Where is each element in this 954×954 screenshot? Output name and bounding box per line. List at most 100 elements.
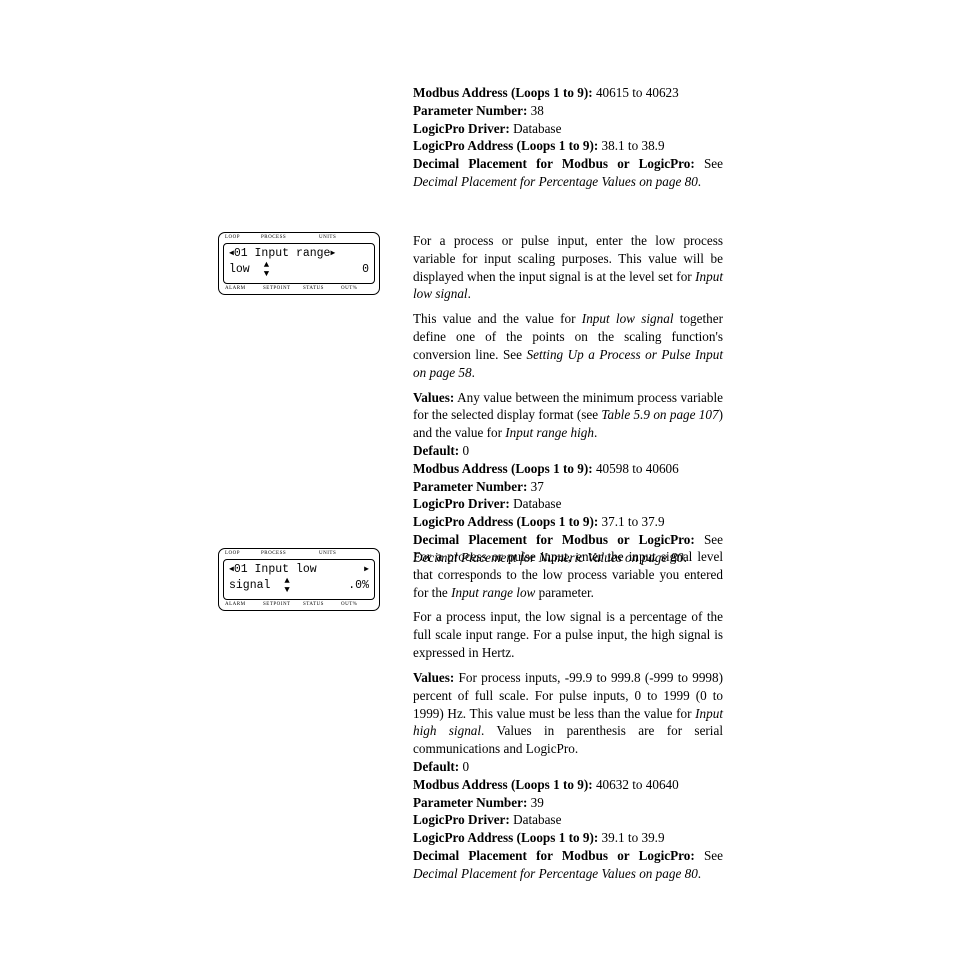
device2-top-units: UNITS — [319, 551, 336, 558]
s3-p1b: Input range low — [451, 585, 535, 600]
s2-p1: For a process or pulse input, enter the … — [413, 232, 723, 303]
s2-values-d: Input range high — [505, 425, 594, 440]
device2-top-loop: LOOP — [225, 551, 261, 558]
s1-line3: LogicPro Driver: Database — [413, 120, 723, 138]
s3-l5-ital: Decimal Placement for Percentage Values … — [413, 866, 698, 881]
up-down-icon: ▲▼ — [264, 261, 269, 279]
device2-bot-setpoint: SETPOINT — [263, 602, 303, 609]
s2-values-label: Values: — [413, 390, 454, 405]
device2-row1-text: 01 Input low — [234, 563, 317, 577]
s3-l5-val: See — [695, 848, 723, 863]
s2-l4-val: 37.1 to 37.9 — [598, 514, 664, 529]
s3-l2-label: Parameter Number: — [413, 795, 527, 810]
device1-bot-alarm: ALARM — [225, 286, 263, 293]
s1-l5-label: Decimal Placement for Modbus or LogicPro… — [413, 156, 695, 171]
section1-block: Modbus Address (Loops 1 to 9): 40615 to … — [413, 84, 723, 198]
s1-l4-val: 38.1 to 38.9 — [598, 138, 664, 153]
s3-values: Values: For process inputs, -99.9 to 999… — [413, 669, 723, 758]
s1-l5-val: See — [695, 156, 723, 171]
s1-l2-label: Parameter Number: — [413, 103, 527, 118]
s2-l1-val: 40598 to 40606 — [593, 461, 679, 476]
device2-row2-left: signal — [229, 579, 270, 593]
s2-values-b: Table 5.9 on page 107 — [601, 407, 718, 422]
s2-l3-val: Database — [510, 496, 562, 511]
triangle-right-icon: ▶ — [330, 249, 335, 259]
device1-top-labels: LOOP PROCESS UNITS — [219, 233, 379, 243]
s3-l5-end: . — [698, 866, 701, 881]
s3-l1-label: Modbus Address (Loops 1 to 9): — [413, 777, 593, 792]
device1-bot-labels: ALARM SETPOINT STATUS OUT% — [219, 284, 379, 294]
s3-l5-label: Decimal Placement for Modbus or LogicPro… — [413, 848, 695, 863]
device2-screen: ◀01 Input low▶ signal▲▼.0% — [223, 559, 375, 600]
device1-top-loop: LOOP — [225, 235, 261, 242]
s3-l3-val: Database — [510, 812, 562, 827]
device2-row1: ◀01 Input low ▶ — [229, 563, 369, 577]
s1-line1: Modbus Address (Loops 1 to 9): 40615 to … — [413, 84, 723, 102]
s1-l2-val: 38 — [527, 103, 543, 118]
s3-l2-val: 39 — [527, 795, 543, 810]
device2-top-process: PROCESS — [261, 551, 319, 558]
page: Modbus Address (Loops 1 to 9): 40615 to … — [0, 0, 954, 954]
up-down-icon: ▲▼ — [284, 577, 289, 595]
s1-l5-end: . — [698, 174, 701, 189]
s1-l3-label: LogicPro Driver: — [413, 121, 510, 136]
s2-p1c: . — [468, 286, 471, 301]
s3-l5: Decimal Placement for Modbus or LogicPro… — [413, 847, 723, 883]
device1-frame: LOOP PROCESS UNITS ◀01 Input range▶ low ▲… — [218, 232, 380, 295]
s3-p2: For a process input, the low signal is a… — [413, 608, 723, 661]
s2-l3-label: LogicPro Driver: — [413, 496, 510, 511]
s2-p2e: . — [472, 365, 475, 380]
s3-l4-val: 39.1 to 39.9 — [598, 830, 664, 845]
s2-l3: LogicPro Driver: Database — [413, 495, 723, 513]
device1-row2-left: low — [229, 263, 250, 277]
s1-l4-label: LogicPro Address (Loops 1 to 9): — [413, 138, 598, 153]
device1-row1-text: 01 Input range — [234, 247, 331, 261]
s2-p2a: This value and the value for — [413, 311, 582, 326]
s2-p1a: For a process or pulse input, enter the … — [413, 233, 723, 284]
device1-row1: ◀01 Input range▶ — [229, 247, 369, 261]
s2-l2: Parameter Number: 37 — [413, 478, 723, 496]
s2-p2b: Input low signal — [582, 311, 674, 326]
device1-screen: ◀01 Input range▶ low ▲▼ 0 — [223, 243, 375, 284]
s2-values: Values: Any value between the minimum pr… — [413, 389, 723, 442]
s3-l4-label: LogicPro Address (Loops 1 to 9): — [413, 830, 598, 845]
device2-bot-labels: ALARM SETPOINT STATUS OUT% — [219, 600, 379, 610]
s3-l3-label: LogicPro Driver: — [413, 812, 510, 827]
device1-top-process: PROCESS — [261, 235, 319, 242]
s3-l2: Parameter Number: 39 — [413, 794, 723, 812]
device2-bot-out: OUT% — [341, 602, 357, 609]
s3-default: Default: 0 — [413, 758, 723, 776]
device2-row2: signal▲▼.0% — [229, 577, 369, 595]
device1-row2-right: 0 — [362, 263, 369, 277]
device1-row2: low ▲▼ 0 — [229, 261, 369, 279]
s2-default-label: Default: — [413, 443, 459, 458]
s2-l2-label: Parameter Number: — [413, 479, 527, 494]
s1-l3-val: Database — [510, 121, 562, 136]
s1-line5: Decimal Placement for Modbus or LogicPro… — [413, 155, 723, 191]
triangle-right-icon: ▶ — [364, 565, 369, 575]
s1-l5-ital: Decimal Placement for Percentage Values … — [413, 174, 698, 189]
triangle-left-icon: ◀ — [229, 565, 234, 575]
device1-bot-out: OUT% — [341, 286, 357, 293]
s2-l1-label: Modbus Address (Loops 1 to 9): — [413, 461, 593, 476]
s3-default-label: Default: — [413, 759, 459, 774]
s2-default-val: 0 — [459, 443, 469, 458]
s3-default-val: 0 — [459, 759, 469, 774]
device1-bot-setpoint: SETPOINT — [263, 286, 303, 293]
s3-p1: For a process or pulse input, enter the … — [413, 548, 723, 601]
device2: LOOP PROCESS UNITS ◀01 Input low ▶ signal… — [218, 548, 383, 611]
s2-p2: This value and the value for Input low s… — [413, 310, 723, 381]
device2-frame: LOOP PROCESS UNITS ◀01 Input low ▶ signal… — [218, 548, 380, 611]
s2-l5-val: See — [695, 532, 723, 547]
device1-top-units: UNITS — [319, 235, 336, 242]
s1-l1-val: 40615 to 40623 — [593, 85, 679, 100]
triangle-left-icon: ◀ — [229, 249, 234, 259]
s1-line2: Parameter Number: 38 — [413, 102, 723, 120]
s2-l5-label: Decimal Placement for Modbus or LogicPro… — [413, 532, 695, 547]
device2-bot-status: STATUS — [303, 602, 341, 609]
s2-l4: LogicPro Address (Loops 1 to 9): 37.1 to… — [413, 513, 723, 531]
s2-l4-label: LogicPro Address (Loops 1 to 9): — [413, 514, 598, 529]
s3-l1-val: 40632 to 40640 — [593, 777, 679, 792]
s3-l1: Modbus Address (Loops 1 to 9): 40632 to … — [413, 776, 723, 794]
section3-block: For a process or pulse input, enter the … — [413, 548, 723, 890]
